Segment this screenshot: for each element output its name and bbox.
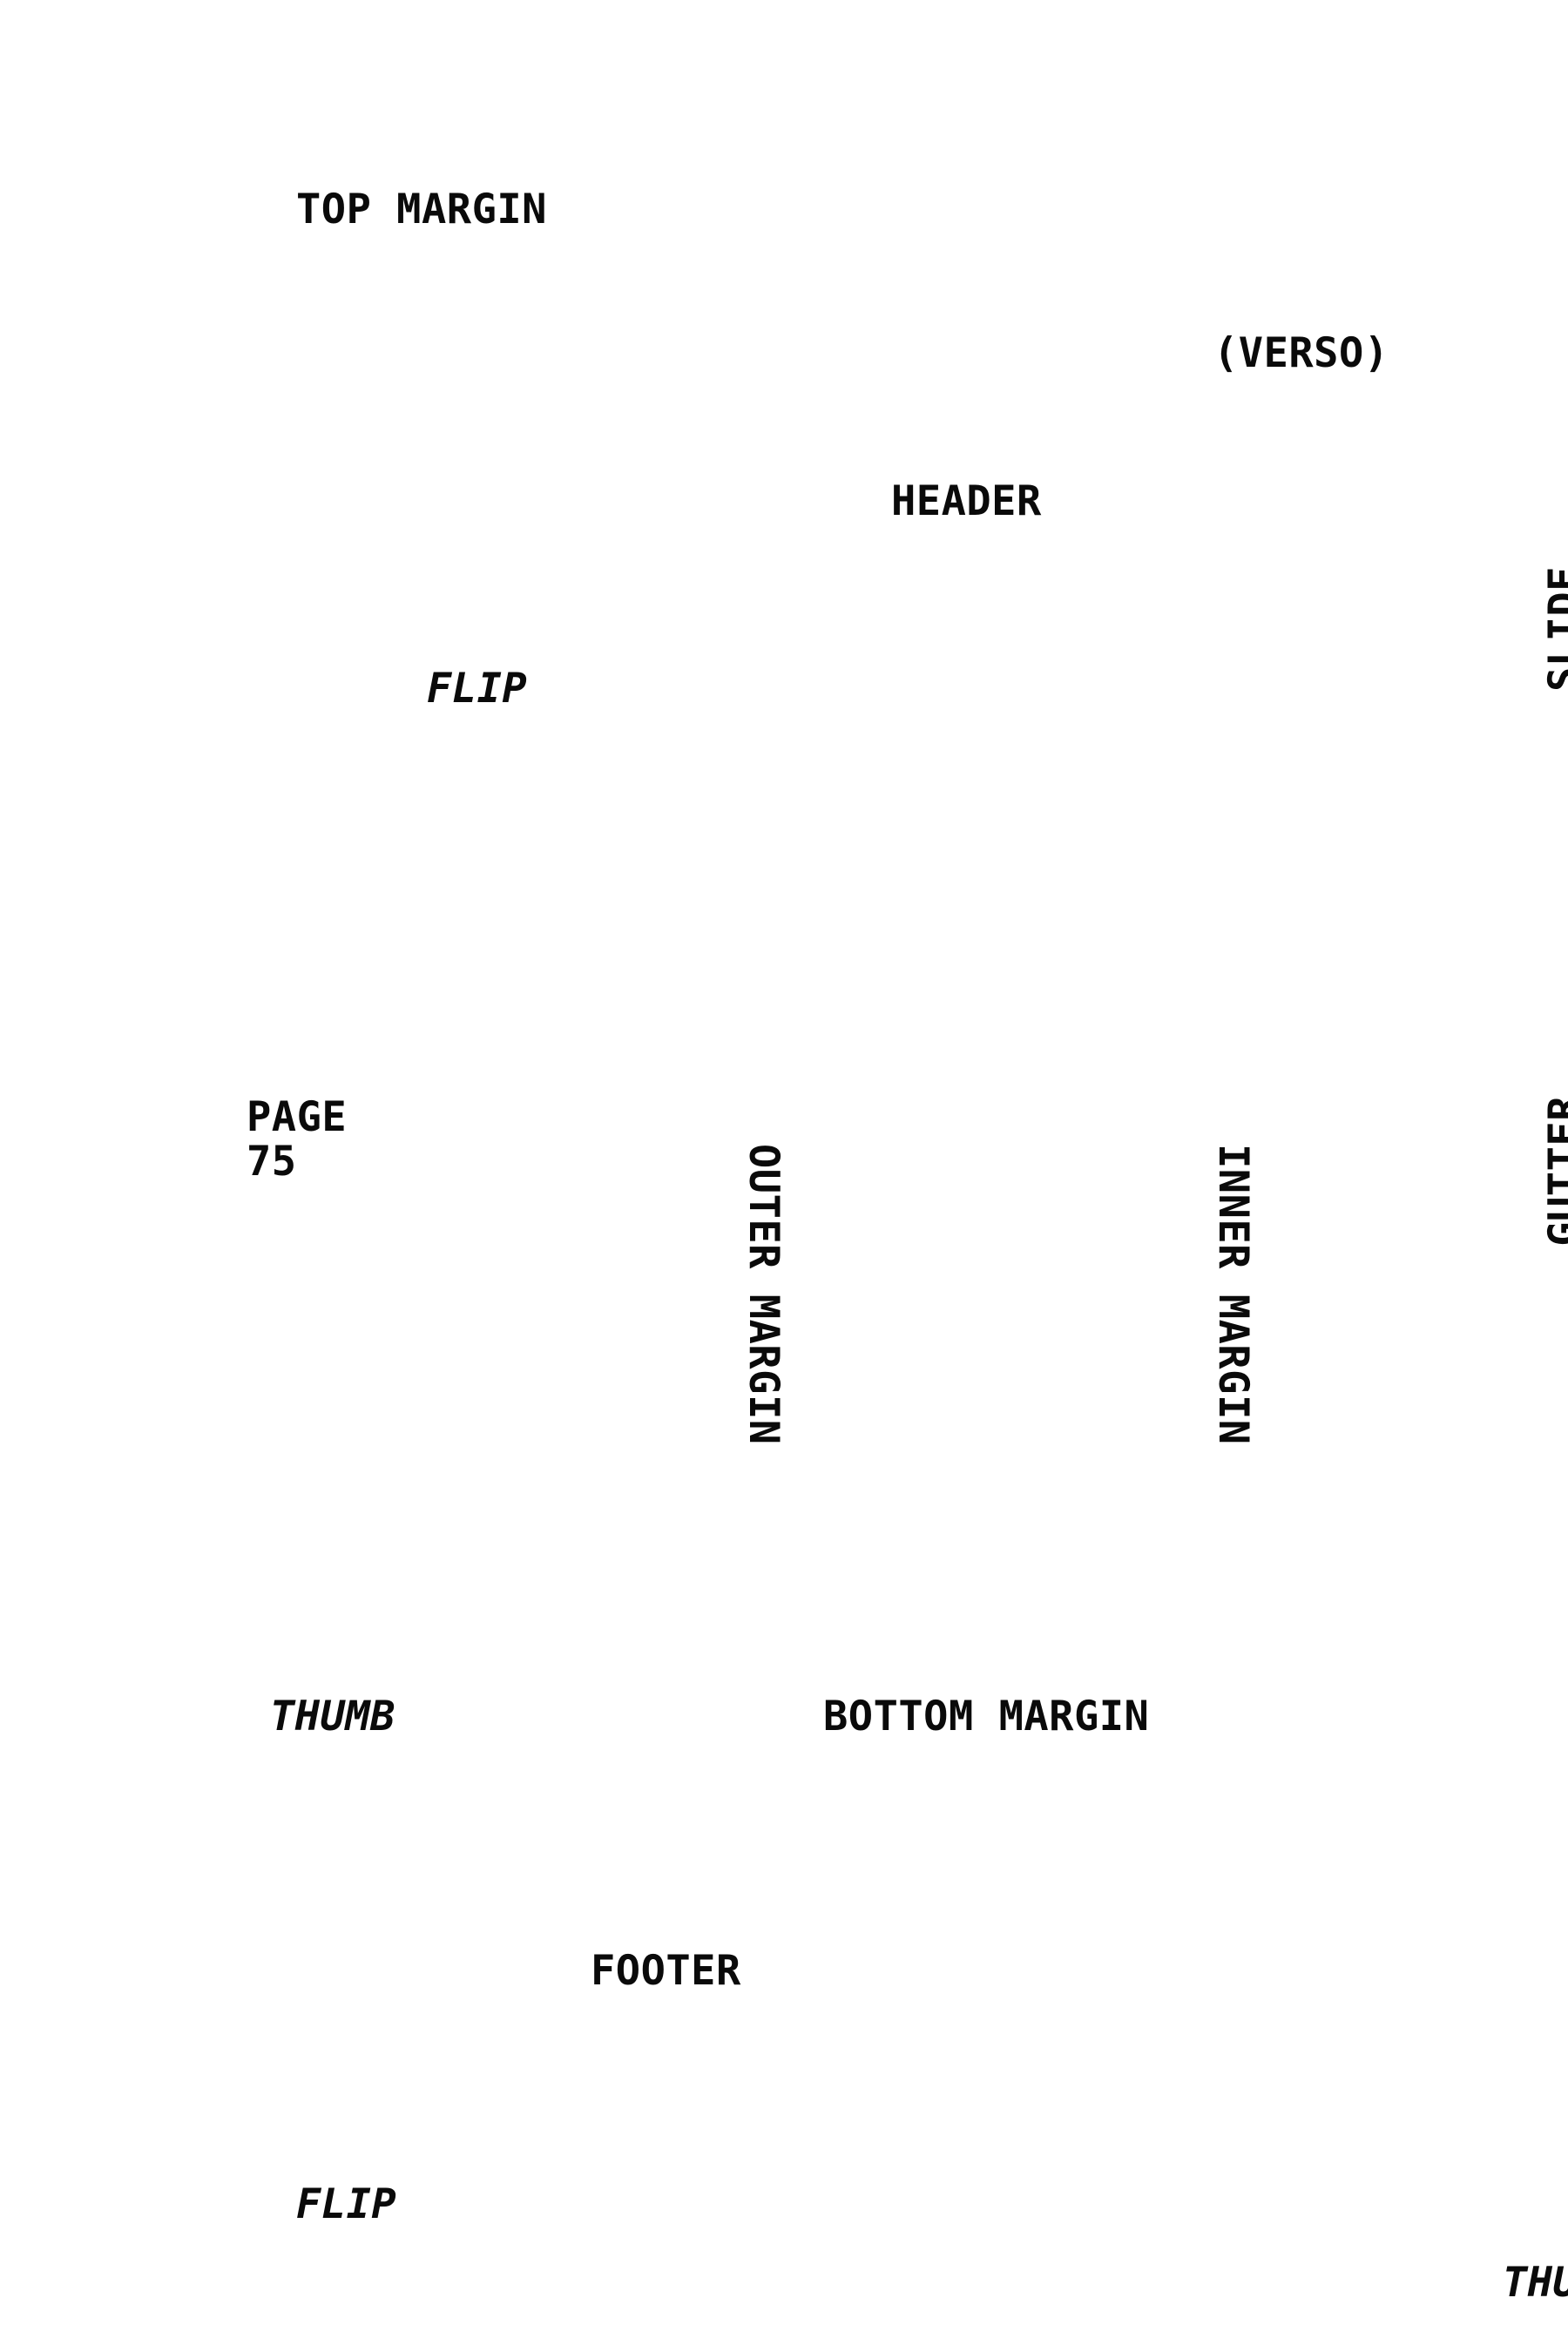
outer-margin-label: OUTER MARGIN — [740, 1144, 787, 1445]
gutter-label: GUTTER — [1540, 1096, 1568, 1247]
verso-label: (VERSO) — [1213, 329, 1389, 377]
flip-label-top: FLIP — [427, 665, 528, 713]
top-margin-label: TOP MARGIN — [296, 186, 547, 233]
page-number: 75 — [247, 1137, 297, 1186]
inner-margin-label: INNER MARGIN — [1209, 1144, 1257, 1445]
thumb-label-right: THUMB — [1503, 2259, 1568, 2307]
slide-label: SLIDE — [1540, 566, 1568, 692]
page-word: PAGE — [247, 1093, 348, 1141]
flip-label-bottom: FLIP — [296, 2180, 397, 2228]
footer-label: FOOTER — [591, 1947, 741, 1995]
thumb-label-left: THUMB — [270, 1693, 395, 1740]
bottom-margin-label: BOTTOM MARGIN — [823, 1693, 1150, 1740]
page-number-block: PAGE 75 — [247, 1093, 348, 1186]
header-label: HEADER — [891, 477, 1042, 525]
